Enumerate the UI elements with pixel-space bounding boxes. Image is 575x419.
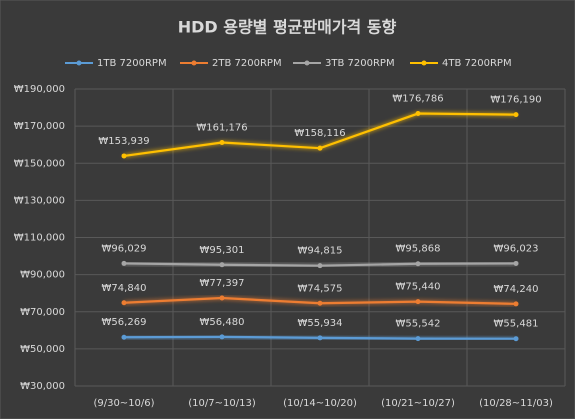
point	[317, 263, 323, 269]
data-label: ₩74,840	[102, 283, 147, 294]
data-label: ₩74,240	[494, 284, 539, 295]
data-label: ₩96,029	[102, 243, 147, 254]
point	[513, 336, 519, 342]
point	[415, 261, 421, 267]
point	[121, 334, 127, 340]
data-label: ₩161,176	[196, 123, 247, 134]
data-label: ₩95,868	[396, 244, 441, 255]
legend-label: 1TB 7200RPM	[97, 58, 167, 69]
data-label: ₩96,023	[494, 243, 539, 254]
legend-marker	[76, 60, 82, 66]
point	[513, 112, 519, 118]
x-tick-label: (10/14~10/20)	[283, 398, 357, 409]
y-tick-label: ₩110,000	[14, 233, 65, 244]
point	[317, 335, 323, 341]
y-tick-label: ₩150,000	[14, 158, 65, 169]
x-tick-label: (10/21~10/27)	[381, 398, 455, 409]
point	[121, 153, 127, 159]
point	[219, 295, 225, 301]
x-tick-label: (10/7~10/13)	[188, 398, 256, 409]
legend-label: 2TB 7200RPM	[212, 58, 282, 69]
x-tick-label: (9/30~10/6)	[93, 398, 154, 409]
data-label: ₩56,480	[200, 317, 245, 328]
data-label: ₩153,939	[98, 136, 149, 147]
y-tick-label: ₩190,000	[14, 84, 65, 95]
data-label: ₩95,301	[200, 245, 245, 256]
y-tick-label: ₩130,000	[14, 195, 65, 206]
legend-label: 3TB 7200RPM	[325, 58, 395, 69]
data-label: ₩176,190	[490, 95, 541, 106]
point	[513, 301, 519, 307]
data-label: ₩176,786	[392, 94, 443, 105]
point	[121, 300, 127, 306]
legend-marker	[304, 60, 310, 66]
data-label: ₩56,269	[102, 317, 147, 328]
legend-marker	[191, 60, 197, 66]
data-label: ₩158,116	[294, 128, 345, 139]
y-tick-label: ₩70,000	[20, 307, 65, 318]
data-label: ₩55,481	[494, 319, 539, 330]
x-tick-label: (10/28~11/03)	[479, 398, 553, 409]
y-tick-label: ₩30,000	[20, 381, 65, 392]
point	[317, 145, 323, 151]
point	[513, 260, 519, 266]
chart-title: HDD 용량별 평균판매가격 동향	[178, 18, 397, 37]
legend-label: 4TB 7200RPM	[442, 58, 512, 69]
point	[219, 140, 225, 146]
point	[219, 334, 225, 340]
point	[317, 300, 323, 306]
data-label: ₩75,440	[396, 282, 441, 293]
data-label: ₩55,934	[298, 318, 343, 329]
y-tick-label: ₩90,000	[20, 270, 65, 281]
legend-marker	[421, 60, 427, 66]
point	[415, 299, 421, 305]
data-label: ₩77,397	[200, 278, 245, 289]
point	[121, 260, 127, 266]
point	[219, 262, 225, 268]
point	[415, 336, 421, 342]
data-label: ₩74,575	[298, 283, 343, 294]
point	[415, 111, 421, 117]
y-tick-label: ₩170,000	[14, 121, 65, 132]
data-label: ₩94,815	[298, 246, 343, 257]
data-label: ₩55,542	[396, 319, 441, 330]
y-tick-label: ₩50,000	[20, 344, 65, 355]
